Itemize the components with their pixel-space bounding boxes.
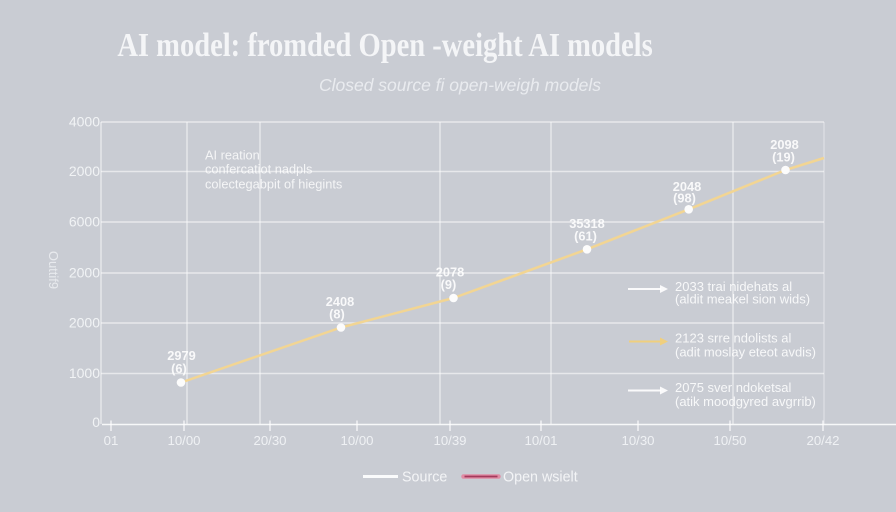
svg-text:(61): (61) <box>574 229 597 244</box>
svg-text:2123 srre ndolists al: 2123 srre ndolists al <box>675 331 791 346</box>
svg-text:2048: 2048 <box>673 179 701 194</box>
svg-text:0: 0 <box>92 414 100 430</box>
svg-text:4000: 4000 <box>69 114 100 130</box>
svg-text:(aldit meakel sion wids): (aldit meakel sion wids) <box>675 292 810 307</box>
svg-text:Outtif9: Outtif9 <box>46 251 61 289</box>
svg-text:20/30: 20/30 <box>253 433 286 448</box>
svg-text:(atik moodgyred avgrrib): (atik moodgyred avgrrib) <box>675 394 816 409</box>
svg-text:(98): (98) <box>673 191 696 206</box>
svg-text:2098: 2098 <box>770 137 798 152</box>
svg-text:1000: 1000 <box>69 365 100 381</box>
svg-text:2979: 2979 <box>167 348 195 363</box>
svg-text:(adit moslay eteot avdis): (adit moslay eteot avdis) <box>675 345 816 360</box>
svg-text:(6): (6) <box>171 361 187 376</box>
svg-text:Closed source fi open-weigh mo: Closed source fi open-weigh models <box>319 75 601 95</box>
svg-text:10/00: 10/00 <box>340 433 373 448</box>
svg-text:Open wsielt: Open wsielt <box>503 470 578 486</box>
svg-text:2075 sver ndoketsal: 2075 sver ndoketsal <box>675 380 791 395</box>
svg-text:10/50: 10/50 <box>713 433 746 448</box>
svg-text:2000: 2000 <box>69 163 100 179</box>
svg-text:2408: 2408 <box>326 294 354 309</box>
svg-text:10/01: 10/01 <box>524 433 557 448</box>
svg-text:6000: 6000 <box>69 214 100 230</box>
svg-text:10/00: 10/00 <box>167 433 200 448</box>
svg-text:2078: 2078 <box>436 265 464 280</box>
svg-text:20/42: 20/42 <box>806 433 839 448</box>
svg-text:01: 01 <box>104 433 119 448</box>
svg-text:AI model: fromded Open -weight: AI model: fromded Open -weight AI models <box>117 26 652 64</box>
svg-text:(9): (9) <box>441 277 457 292</box>
svg-text:2000: 2000 <box>69 265 100 281</box>
svg-text:10/30: 10/30 <box>621 433 654 448</box>
svg-text:35318: 35318 <box>569 216 605 231</box>
svg-text:(8): (8) <box>329 307 345 322</box>
svg-text:colectegabpit of hiegints: colectegabpit of hiegints <box>205 177 342 192</box>
svg-text:2033 trai nidehats al: 2033 trai nidehats al <box>675 279 792 294</box>
svg-text:(19): (19) <box>772 150 795 165</box>
svg-text:10/39: 10/39 <box>433 433 466 448</box>
svg-text:2000: 2000 <box>69 315 100 331</box>
svg-text:AI reation: AI reation <box>205 148 260 163</box>
svg-text:Source: Source <box>402 470 447 486</box>
svg-text:confercatiot nadpls: confercatiot nadpls <box>205 162 312 177</box>
